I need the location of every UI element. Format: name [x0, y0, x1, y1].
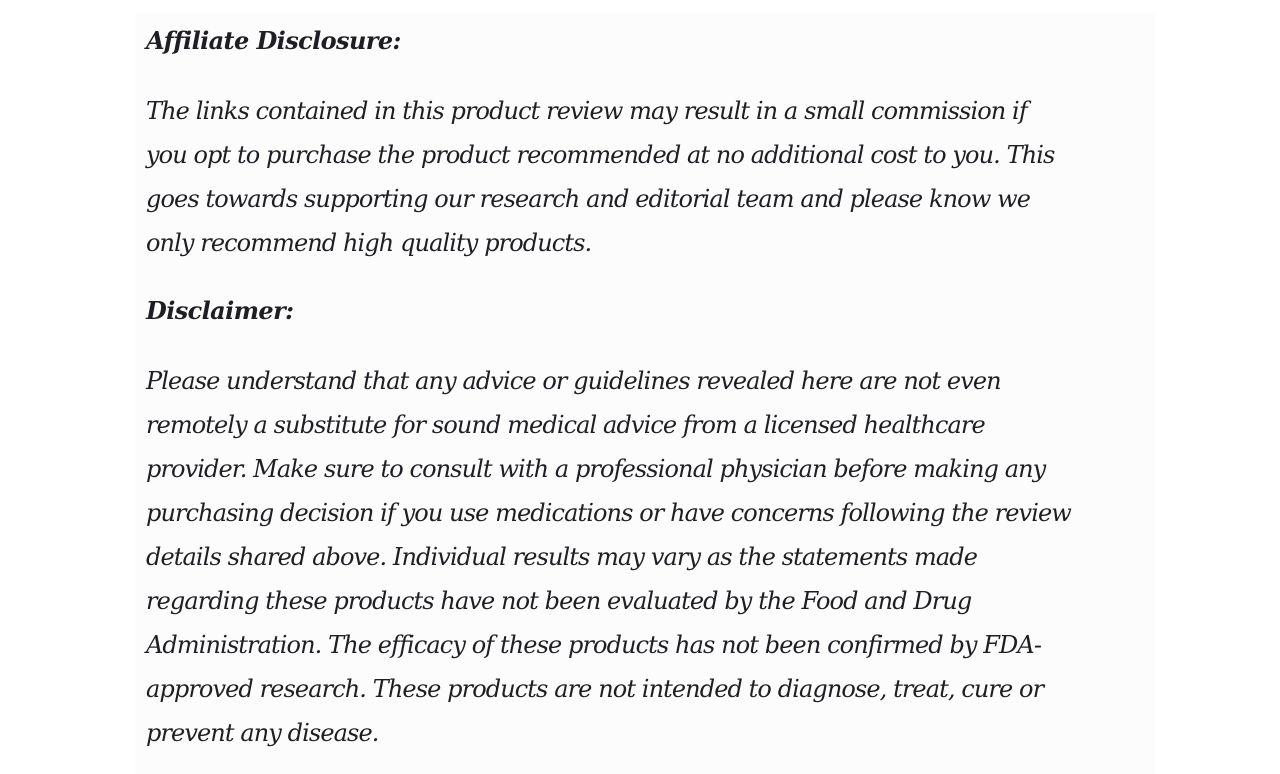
affiliate-disclosure-heading: Affiliate Disclosure:: [146, 26, 401, 55]
text-line: provider. Make sure to consult with a pr…: [146, 455, 1046, 483]
text-line: details shared above. Individual results…: [146, 543, 978, 571]
text-line: Please understand that any advice or gui…: [146, 367, 1002, 395]
text-line: only recommend high quality products.: [146, 229, 592, 257]
text-line: The links contained in this product revi…: [146, 97, 1028, 125]
affiliate-disclosure-text: The links contained in this product revi…: [146, 89, 1055, 265]
text-line: approved research. These products are no…: [146, 675, 1044, 703]
text-line: Administration. The efficacy of these pr…: [146, 631, 1042, 659]
text-line: regarding these products have not been e…: [146, 587, 972, 615]
text-line: prevent any disease.: [146, 719, 379, 747]
text-line: you opt to purchase the product recommen…: [146, 141, 1055, 169]
text-line: purchasing decision if you use medicatio…: [146, 499, 1072, 527]
text-line: remotely a substitute for sound medical …: [146, 411, 986, 439]
disclaimer-heading: Disclaimer:: [146, 296, 294, 325]
disclaimer-text: Please understand that any advice or gui…: [146, 359, 1072, 755]
disclosure-box: [135, 14, 1155, 774]
text-line: goes towards supporting our research and…: [146, 185, 1031, 213]
